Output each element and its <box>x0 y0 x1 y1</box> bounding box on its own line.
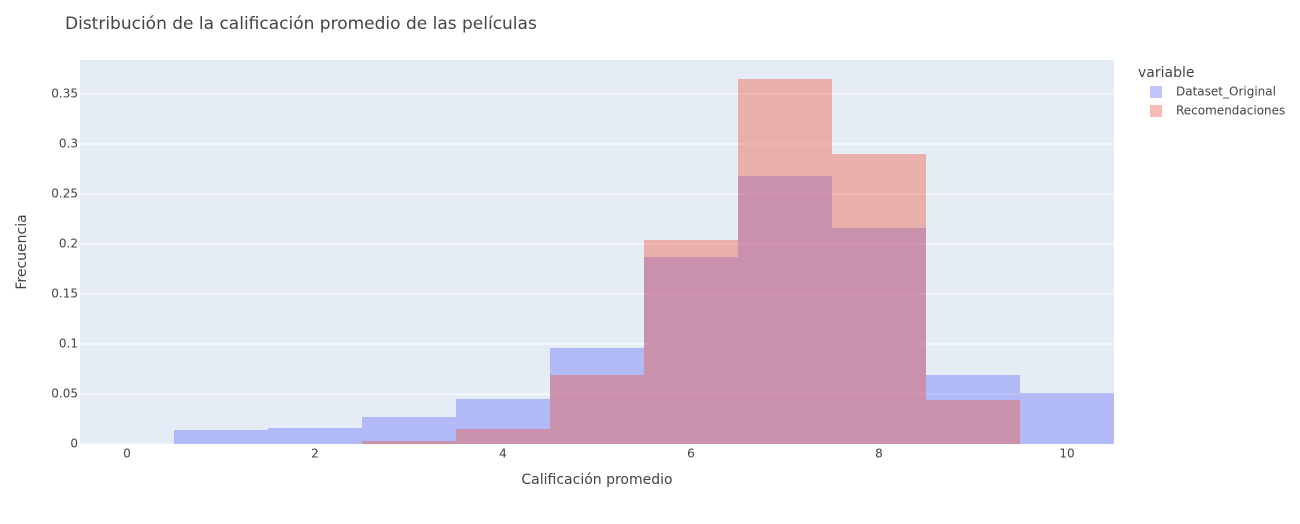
y-tick-label: 0.3 <box>59 137 78 151</box>
histogram-bar <box>926 400 1020 444</box>
histogram-bar <box>456 399 550 444</box>
plot-area <box>80 60 1114 444</box>
histogram-bar <box>268 428 362 444</box>
x-tick-label: 8 <box>875 447 883 461</box>
y-axis-label: Frecuencia <box>14 214 30 289</box>
histogram-bar <box>550 348 644 444</box>
histogram-bar <box>362 417 456 444</box>
x-tick-label: 0 <box>123 447 131 461</box>
histogram-bar <box>832 228 926 444</box>
legend-title: variable <box>1138 65 1194 81</box>
y-tick-label: 0.25 <box>51 187 78 201</box>
y-tick-label: 0 <box>70 437 78 451</box>
legend-marker[interactable] <box>1150 105 1162 117</box>
legend-label[interactable]: Recomendaciones <box>1176 104 1285 118</box>
y-tick-label: 0.15 <box>51 287 78 301</box>
histogram-bar <box>174 430 268 444</box>
legend-marker[interactable] <box>1150 86 1162 98</box>
histogram-bar <box>738 176 832 444</box>
y-tick-label: 0.05 <box>51 387 78 401</box>
histogram-bar <box>456 429 550 444</box>
histogram-bar <box>832 154 926 444</box>
histogram-bar <box>738 79 832 444</box>
x-tick-label: 4 <box>499 447 507 461</box>
histogram-bar <box>926 375 1020 444</box>
histogram-bar <box>550 375 644 444</box>
chart-title: Distribución de la calificación promedio… <box>65 14 537 34</box>
x-tick-label: 6 <box>687 447 695 461</box>
histogram-bar <box>1020 393 1114 444</box>
x-tick-label: 2 <box>311 447 319 461</box>
x-tick-label: 10 <box>1059 447 1074 461</box>
y-tick-label: 0.2 <box>59 237 78 251</box>
histogram-bar <box>362 441 456 444</box>
y-tick-label: 0.1 <box>59 337 78 351</box>
legend-label[interactable]: Dataset_Original <box>1176 85 1276 99</box>
histogram-bar <box>644 240 738 444</box>
x-axis-label: Calificación promedio <box>521 472 672 488</box>
histogram-bar <box>644 257 738 444</box>
y-tick-label: 0.35 <box>51 87 78 101</box>
